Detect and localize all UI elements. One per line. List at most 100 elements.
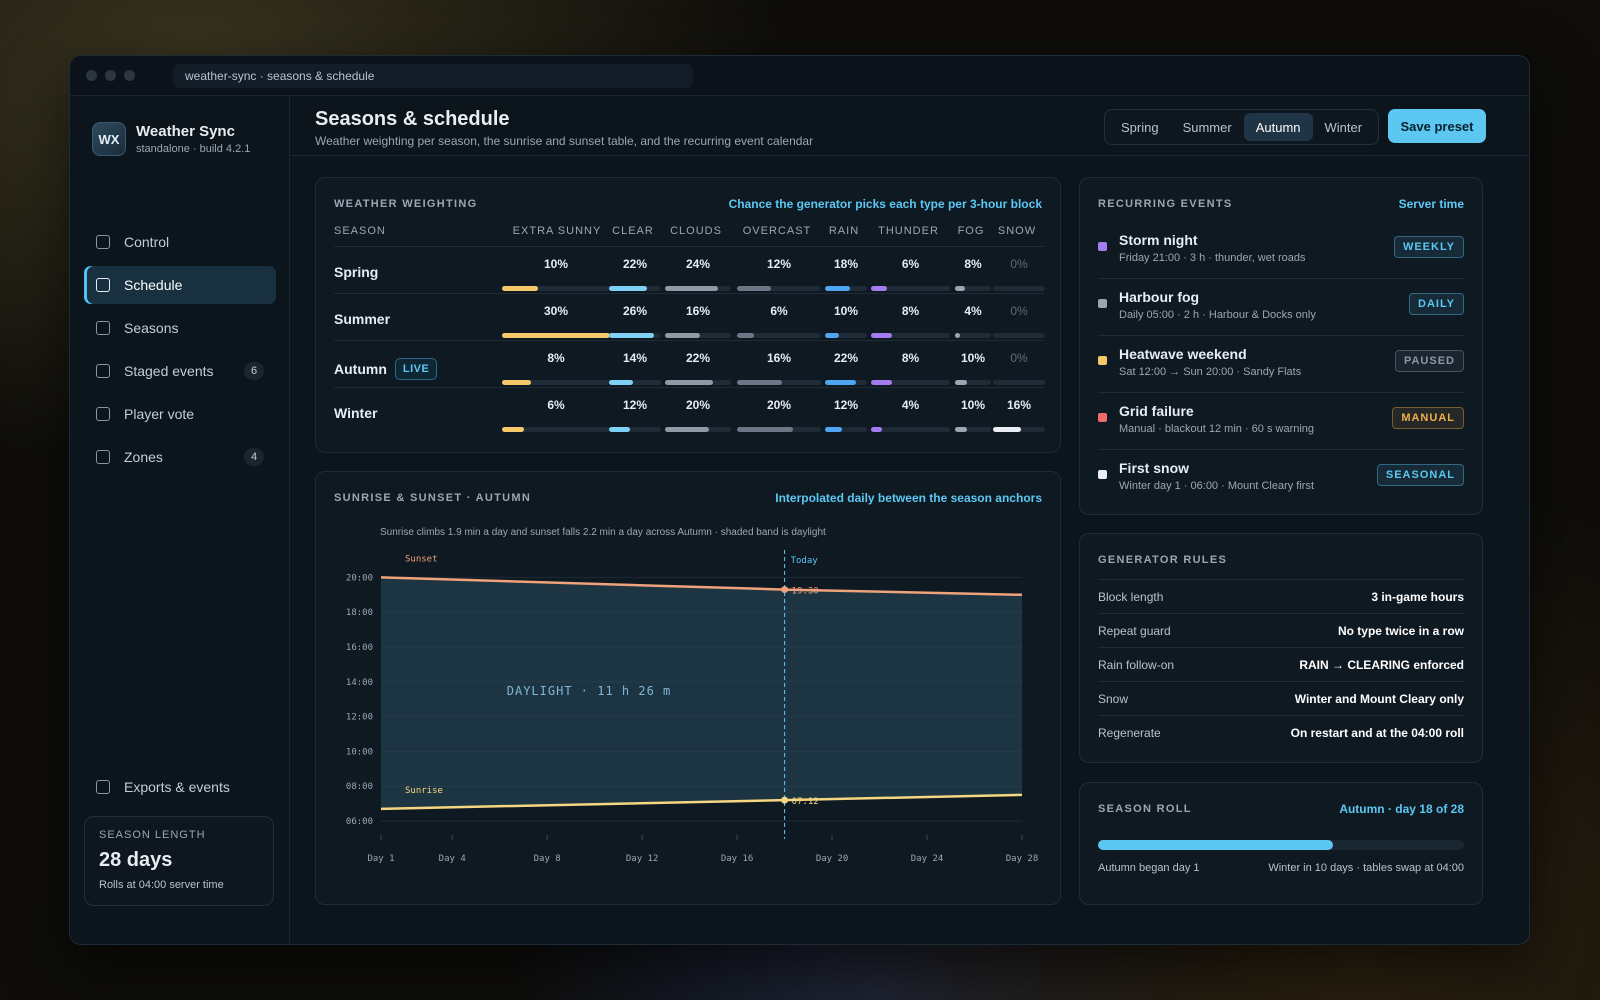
minimize-window-button[interactable] <box>105 70 116 81</box>
weight-value: 4% <box>964 304 982 318</box>
season-tab-summer[interactable]: Summer <box>1182 119 1232 135</box>
event-row[interactable]: Grid failure Manual · blackout 12 min · 6… <box>1098 393 1464 450</box>
weight-bar <box>955 380 991 385</box>
weight-cell: 14% <box>609 351 661 385</box>
sidebar-item-staged-events[interactable]: Staged events 6 <box>84 352 276 390</box>
weight-value: 4% <box>901 398 920 412</box>
weight-bar <box>955 333 991 338</box>
title-bar: weather-sync · seasons & schedule <box>70 56 1529 96</box>
weight-value: 14% <box>622 351 648 365</box>
sidebar-item-player-vote[interactable]: Player vote <box>84 395 276 433</box>
event-row[interactable]: Storm night Friday 21:00 · 3 h · thunder,… <box>1098 222 1464 279</box>
season-roll-start: Autumn began day 1 <box>1098 862 1200 874</box>
weight-cell: 22% <box>665 351 731 385</box>
column-header: EXTRA SUNNY <box>512 225 602 237</box>
weight-bar-fill <box>737 286 771 291</box>
weight-cell: 12% <box>609 398 661 432</box>
chart-caption: Sunrise climbs 1.9 min a day and sunset … <box>380 527 826 538</box>
weight-value: 10% <box>543 257 569 271</box>
weight-value: 22% <box>622 257 648 271</box>
weight-bar <box>993 333 1045 338</box>
season-name: Spring <box>334 264 378 280</box>
weight-bar-fill <box>825 333 839 338</box>
weight-bar <box>871 427 950 432</box>
weight-value: 20% <box>766 398 792 412</box>
y-tick-label: 12:00 <box>346 713 373 723</box>
weight-value: 12% <box>622 398 648 412</box>
y-tick-label: 20:00 <box>346 573 373 583</box>
page-header: Seasons & schedule Weather weighting per… <box>291 96 1529 156</box>
generator-rules-card: GENERATOR RULES Block length 3 in-game ho… <box>1079 533 1483 763</box>
weight-value: 22% <box>685 351 711 365</box>
weight-value: 22% <box>833 351 859 365</box>
weight-bar <box>609 427 661 432</box>
season-name: Winter <box>334 405 377 421</box>
weight-value: 6% <box>901 257 920 271</box>
column-header: OVERCAST <box>742 225 812 237</box>
weather-weighting-card: WEATHER WEIGHTING Chance the generator p… <box>315 177 1061 453</box>
x-tick-label: Day 4 <box>439 854 466 864</box>
weight-bar <box>825 286 867 291</box>
rule-value: Winter and Mount Cleary only <box>1294 691 1464 706</box>
sidebar-item-seasons[interactable]: Seasons <box>84 309 276 347</box>
x-tick-label: Day 8 <box>534 854 561 864</box>
event-name: Storm night <box>1119 232 1198 248</box>
season-label: Autumn <box>334 361 387 377</box>
weight-value: 26% <box>622 304 648 318</box>
column-header: SEASON <box>334 225 386 237</box>
season-progress-bar <box>1098 840 1464 850</box>
sunrise-sunset-card: SUNRISE & SUNSET · AUTUMN Interpolated d… <box>315 471 1061 905</box>
weight-cell: 8% <box>871 304 950 338</box>
weight-cell: 6% <box>871 257 950 291</box>
save-preset-button[interactable]: Save preset <box>1388 109 1486 143</box>
sidebar-item-label: Seasons <box>124 320 179 336</box>
weight-cell: 26% <box>609 304 661 338</box>
checkbox-icon <box>96 278 110 292</box>
y-tick-label: 14:00 <box>346 678 373 688</box>
rule-key: Block length <box>1098 589 1164 604</box>
weight-cell: 4% <box>955 304 991 338</box>
season-tab-winter[interactable]: Winter <box>1324 119 1363 135</box>
season-name: Summer <box>334 311 390 327</box>
address-bar[interactable]: weather-sync · seasons & schedule <box>173 63 693 88</box>
sunset-today-point <box>781 586 789 594</box>
sunrise-today-point <box>781 796 789 804</box>
sidebar-item-label: Exports & events <box>124 779 230 795</box>
weight-cell: 10% <box>955 398 991 432</box>
event-tag: SEASONAL <box>1376 464 1464 486</box>
card-title: WEATHER WEIGHTING <box>334 198 478 210</box>
brand: WX Weather Sync standalone · build 4.2.1 <box>92 122 250 156</box>
season-tab-autumn[interactable]: Autumn <box>1243 113 1313 141</box>
weight-bar <box>502 427 610 432</box>
card-title: GENERATOR RULES <box>1098 554 1228 566</box>
weight-bar-fill <box>825 286 851 291</box>
rule-row: Repeat guard No type twice in a row <box>1098 613 1464 647</box>
weight-bar-fill <box>609 380 634 385</box>
weight-value: 10% <box>960 398 986 412</box>
weight-value: 16% <box>685 304 711 318</box>
event-row[interactable]: First snow Winter day 1 · 06:00 · Mount C… <box>1098 450 1464 507</box>
weight-cell: 30% <box>502 304 610 338</box>
season-tab-spring[interactable]: Spring <box>1121 119 1159 135</box>
weight-bar-fill <box>665 333 701 338</box>
column-header: RAIN <box>828 225 860 237</box>
sidebar-item-control[interactable]: Control <box>84 223 276 261</box>
close-window-button[interactable] <box>86 70 97 81</box>
event-color-swatch <box>1098 299 1107 308</box>
event-row[interactable]: Heatwave weekend Sat 12:00 → Sun 20:00 · … <box>1098 336 1464 393</box>
sidebar-item-zones[interactable]: Zones 4 <box>84 438 276 476</box>
sidebar-item-exports[interactable]: Exports & events <box>84 768 276 806</box>
checkbox-icon <box>96 450 110 464</box>
maximize-window-button[interactable] <box>124 70 135 81</box>
weight-cell: 22% <box>825 351 867 385</box>
sidebar-item-schedule[interactable]: Schedule <box>84 266 276 304</box>
event-detail: Winter day 1 · 06:00 · Mount Cleary firs… <box>1119 480 1315 492</box>
event-row[interactable]: Harbour fog Daily 05:00 · 2 h · Harbour &… <box>1098 279 1464 336</box>
x-tick-label: Day 28 <box>1006 854 1039 864</box>
weight-value: 6% <box>547 398 565 412</box>
weight-value: 12% <box>833 398 859 412</box>
weight-bar-fill <box>502 380 531 385</box>
weight-bar-fill <box>665 286 718 291</box>
rule-value: 3 in-game hours <box>1371 589 1464 604</box>
weight-bar-fill <box>665 380 714 385</box>
